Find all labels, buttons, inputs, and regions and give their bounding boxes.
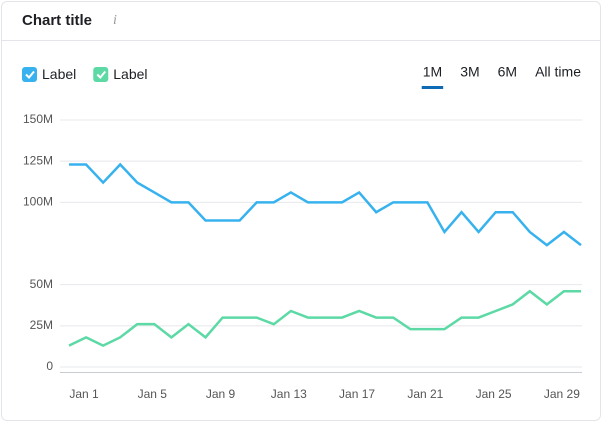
x-tick-label: Jan 17: [339, 387, 375, 401]
y-tick-label: 100M: [23, 195, 53, 209]
range-tab[interactable]: 1M: [423, 64, 442, 80]
active-tab-underline: [421, 86, 444, 89]
x-tick-label: Jan 29: [544, 387, 580, 401]
y-tick-label: 25M: [30, 318, 53, 332]
check-mark: [96, 70, 107, 79]
series-line: [68, 289, 581, 347]
series-line: [69, 162, 582, 247]
x-tick-label: Jan 25: [476, 387, 512, 401]
chart-title: Chart title: [22, 12, 92, 29]
range-tab[interactable]: 3M: [460, 64, 479, 80]
legend-label: Label: [113, 66, 147, 82]
info-icon[interactable]: i: [113, 13, 117, 28]
check-mark: [25, 70, 35, 79]
y-tick-label: 125M: [23, 153, 53, 167]
y-tick-label: 150M: [23, 112, 53, 126]
y-tick-label: 0: [46, 359, 53, 373]
legend-checkbox[interactable]: [93, 67, 109, 82]
range-tab[interactable]: 6M: [498, 64, 517, 80]
x-tick-label: Jan 1: [69, 387, 99, 401]
x-tick-label: Jan 5: [138, 387, 168, 401]
y-tick-label: 50M: [30, 277, 53, 291]
x-tick-label: Jan 21: [407, 387, 443, 401]
range-tab[interactable]: All time: [535, 64, 581, 80]
x-tick-label: Jan 13: [271, 387, 307, 401]
x-tick-label: Jan 9: [206, 387, 236, 401]
legend-checkbox[interactable]: [22, 67, 37, 82]
legend-label: Label: [42, 66, 76, 82]
